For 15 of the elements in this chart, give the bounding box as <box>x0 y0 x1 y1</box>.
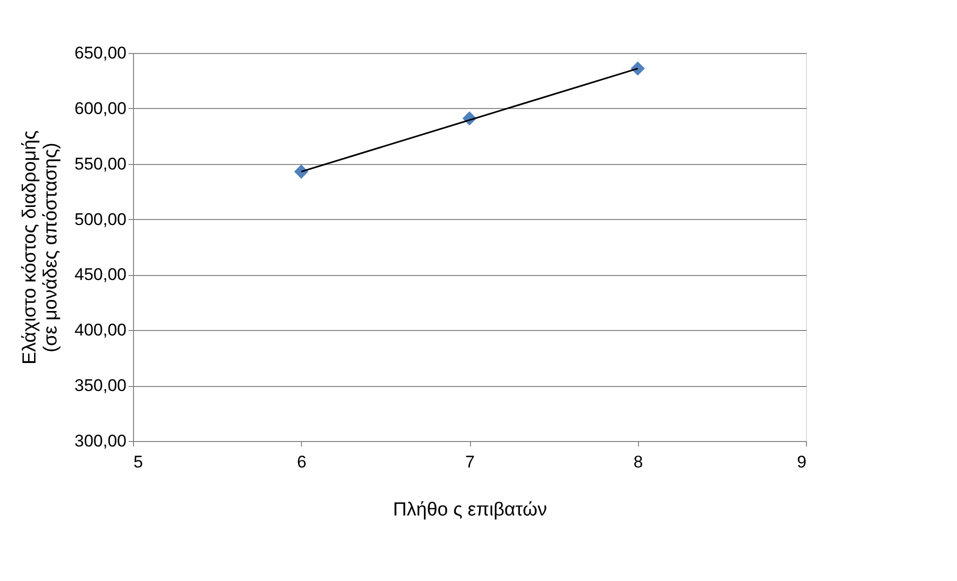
y-tick-label: 300,00 <box>74 432 126 450</box>
x-axis-title: Πλήθο ς επιβατών <box>393 500 547 520</box>
x-tick-label: 6 <box>297 452 306 472</box>
y-tick-label: 550,00 <box>74 154 126 174</box>
y-tick-label: 650,00 <box>74 44 126 62</box>
x-tick-label: 9 <box>797 452 806 472</box>
x-tick-label: 5 <box>134 452 143 472</box>
x-tick-label: 8 <box>634 452 643 472</box>
y-tick-label: 450,00 <box>74 265 126 284</box>
y-axis-title: Ελάχιστο κόστος διαδρομής (σε μονάδες απόστασης) <box>20 130 62 365</box>
y-tick-label: 500,00 <box>74 210 126 229</box>
y-tick-label: 400,00 <box>74 320 126 340</box>
y-tick-label: 600,00 <box>74 98 126 118</box>
x-tick-label: 7 <box>465 452 475 472</box>
y-tick-label: 350,00 <box>74 376 126 396</box>
